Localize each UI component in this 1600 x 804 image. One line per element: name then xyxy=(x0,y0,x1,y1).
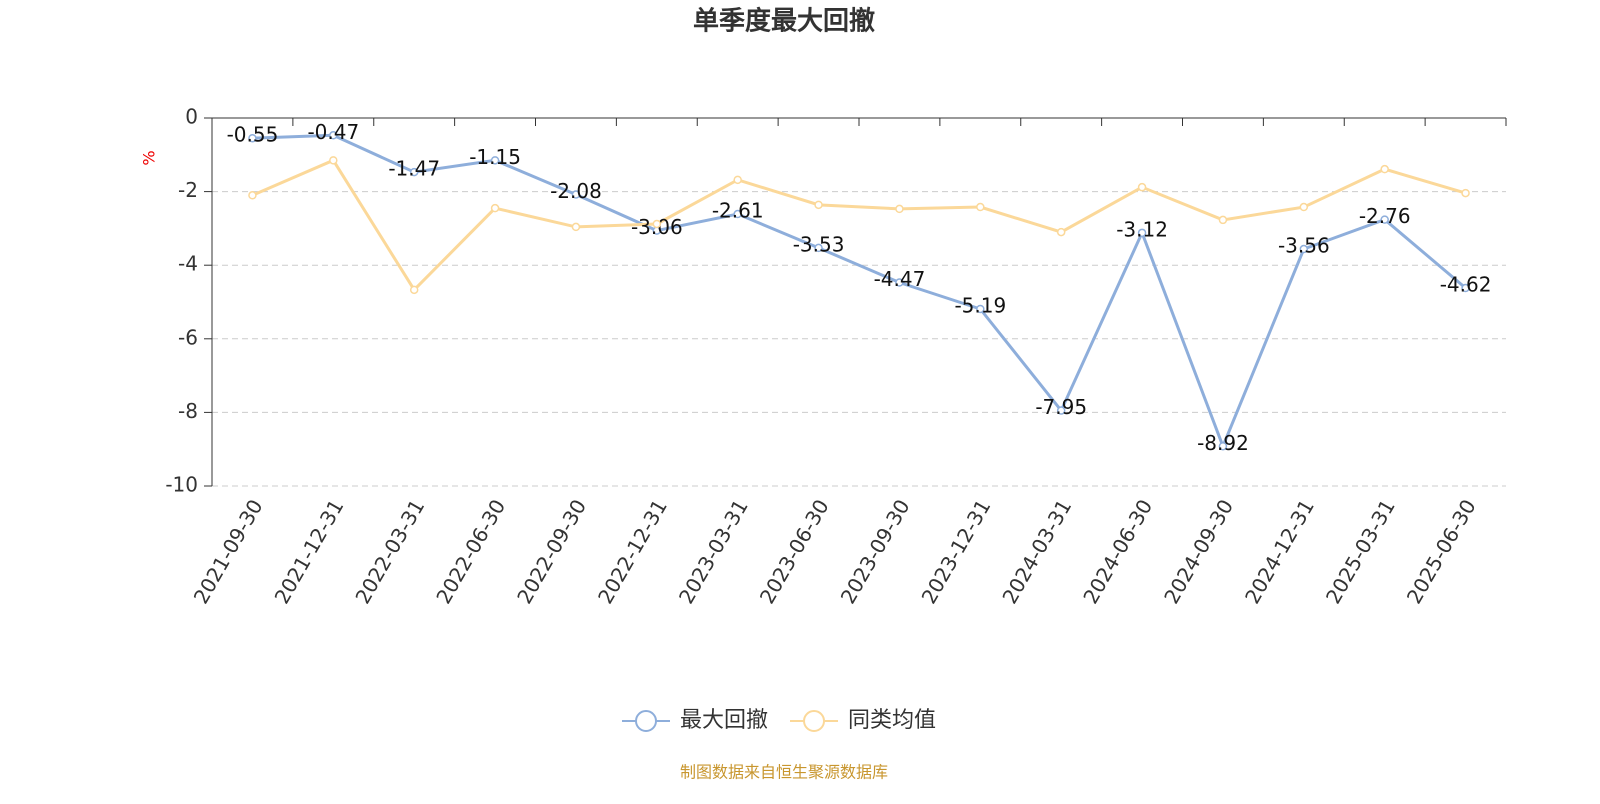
point xyxy=(248,133,257,143)
y-axis-label: % xyxy=(140,150,159,165)
data-label: -2.76 xyxy=(1359,204,1411,228)
point xyxy=(490,156,500,165)
x-tick-label: 2022-03-31 xyxy=(350,495,429,608)
y-tick-label: 0 xyxy=(185,105,198,129)
x-tick-label: 2024-03-31 xyxy=(997,495,1076,608)
point xyxy=(814,243,823,253)
data-label: -0.47 xyxy=(307,120,359,144)
data-label: -5.19 xyxy=(954,293,1006,317)
x-tick-label: 2023-12-31 xyxy=(917,495,996,608)
data-label: -4.62 xyxy=(1440,273,1492,297)
point xyxy=(1380,164,1389,174)
point xyxy=(733,209,742,219)
legend-label: 同类均值 xyxy=(848,708,936,733)
point xyxy=(571,222,581,232)
point xyxy=(1056,227,1066,237)
legend-marker xyxy=(635,710,657,732)
data-label: -8.92 xyxy=(1197,431,1249,455)
point xyxy=(1218,442,1228,451)
point xyxy=(1299,202,1309,212)
source-note: 制图数据来自恒生聚源数据库 xyxy=(680,763,888,782)
data-label: -2.08 xyxy=(550,179,602,203)
legend-item[interactable]: 最大回撤 xyxy=(622,708,768,733)
x-tick-label: 2025-03-31 xyxy=(1321,495,1400,608)
point xyxy=(571,190,581,199)
data-label: -4.47 xyxy=(874,267,926,291)
point xyxy=(329,156,338,165)
legend-marker xyxy=(803,710,826,732)
y-tick-label: -8 xyxy=(178,399,198,423)
point xyxy=(409,285,419,295)
point xyxy=(490,203,500,213)
data-label: -1.47 xyxy=(388,157,440,181)
series-line xyxy=(251,158,1466,293)
point xyxy=(1137,182,1147,192)
x-tick-label: 2023-09-30 xyxy=(836,495,915,608)
point xyxy=(976,202,985,212)
point xyxy=(976,304,985,314)
point xyxy=(1299,244,1309,254)
point xyxy=(895,278,904,287)
data-label: -3.56 xyxy=(1278,234,1330,258)
point xyxy=(1056,406,1066,415)
point xyxy=(329,131,338,140)
y-tick-label: -10 xyxy=(165,473,198,497)
y-tick-label: -4 xyxy=(178,252,198,276)
legend-label: 最大回撤 xyxy=(680,708,768,733)
x-tick-label: 2022-06-30 xyxy=(431,495,510,608)
point xyxy=(895,204,904,214)
x-tick-label: 2025-06-30 xyxy=(1402,495,1481,608)
chart-title: 单季度最大回撤 xyxy=(693,6,875,37)
y-tick-label: -2 xyxy=(178,178,198,202)
y-tick-label: -6 xyxy=(178,325,198,349)
x-tick-label: 2024-06-30 xyxy=(1078,495,1157,608)
x-tick-label: 2024-09-30 xyxy=(1159,495,1238,608)
legend-item[interactable]: 同类均值 xyxy=(790,708,936,733)
x-tick-label: 2022-09-30 xyxy=(512,495,591,608)
x-tick-label: 2021-12-31 xyxy=(270,495,349,608)
data-label: -3.53 xyxy=(793,232,845,256)
data-label: -3.12 xyxy=(1116,217,1168,241)
point xyxy=(248,191,257,200)
x-tick-label: 2024-12-31 xyxy=(1240,495,1319,608)
point xyxy=(409,167,419,177)
point xyxy=(1461,283,1470,293)
data-label: -1.15 xyxy=(469,145,521,169)
data-label: -7.95 xyxy=(1035,395,1087,419)
data-label: -0.55 xyxy=(227,123,279,147)
point xyxy=(814,200,823,210)
x-tick-label: 2023-03-31 xyxy=(674,495,753,608)
point xyxy=(1137,228,1147,238)
data-label: -2.61 xyxy=(712,199,764,223)
series-line xyxy=(252,133,1467,451)
point xyxy=(733,175,742,185)
point xyxy=(1380,215,1389,224)
point xyxy=(1461,188,1470,198)
point xyxy=(652,219,662,229)
x-tick-label: 2023-06-30 xyxy=(755,495,834,608)
point xyxy=(1218,215,1228,225)
x-tick-label: 2022-12-31 xyxy=(593,495,672,608)
x-tick-label: 2021-09-30 xyxy=(189,495,268,608)
